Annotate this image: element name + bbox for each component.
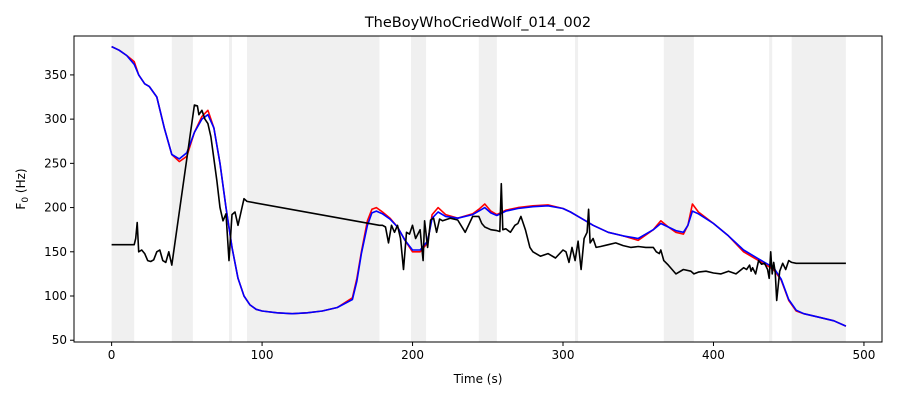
x-tick-label: 500 xyxy=(852,348,875,362)
shaded-region xyxy=(663,36,694,342)
y-axis: 50 100 150 200 250 300 350 xyxy=(44,68,74,347)
shaded-region xyxy=(575,36,579,342)
y-axis-label-subscript: 0 xyxy=(21,197,31,203)
x-axis: 0 100 200 300 400 500 xyxy=(108,342,875,362)
x-tick-label: 300 xyxy=(552,348,575,362)
y-tick-label: 100 xyxy=(44,289,67,303)
shaded-region xyxy=(769,36,773,342)
y-tick-label: 300 xyxy=(44,112,67,126)
y-axis-label: F0 (Hz) xyxy=(14,168,31,209)
x-tick-label: 100 xyxy=(251,348,274,362)
shaded-region xyxy=(411,36,427,342)
x-tick-label: 0 xyxy=(108,348,116,362)
x-tick-label: 200 xyxy=(401,348,424,362)
shaded-region xyxy=(247,36,380,342)
y-tick-label: 50 xyxy=(52,333,67,347)
chart-title: TheBoyWhoCriedWolf_014_002 xyxy=(364,15,591,31)
y-tick-label: 350 xyxy=(44,68,67,82)
plot-frame xyxy=(73,35,883,343)
shaded-region xyxy=(111,36,135,342)
series-line xyxy=(111,104,846,302)
shaded-regions xyxy=(111,36,846,342)
y-tick-label: 250 xyxy=(44,156,67,170)
shaded-region xyxy=(478,36,497,342)
y-axis-label-unit: (Hz) xyxy=(14,168,28,197)
x-axis-label: Time (s) xyxy=(453,372,503,386)
series-lines xyxy=(111,45,847,327)
y-tick-label: 150 xyxy=(44,245,67,259)
shaded-region xyxy=(228,36,232,342)
y-tick-label: 200 xyxy=(44,201,67,215)
y-axis-label-main: F xyxy=(14,203,28,210)
x-tick-label: 400 xyxy=(702,348,725,362)
shaded-region xyxy=(791,36,846,342)
